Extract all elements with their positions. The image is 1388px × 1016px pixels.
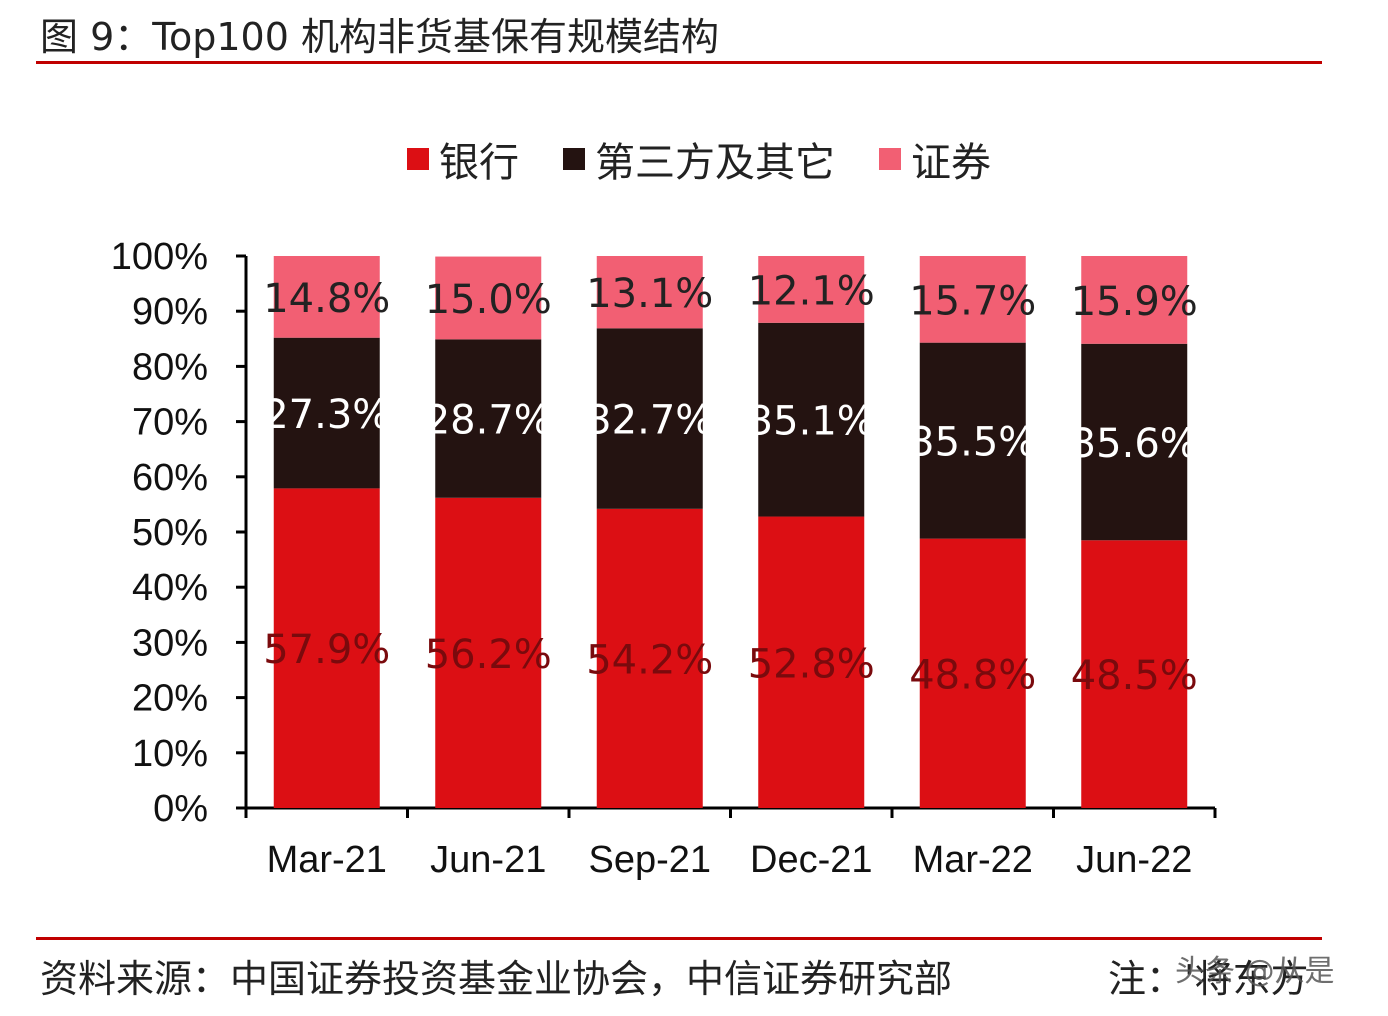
data-label-bank: 48.8% — [909, 652, 1036, 698]
bar-bank — [1081, 540, 1188, 808]
data-label-third-party: 35.6% — [1071, 421, 1198, 467]
chart-legend: 银行 第三方及其它 证券 — [0, 130, 1388, 188]
bar-bank — [273, 488, 380, 808]
y-tick-label: 10% — [132, 733, 208, 775]
bar-bank — [435, 497, 542, 808]
bottom-divider — [36, 937, 1322, 940]
watermark: 头条 @从是 — [1175, 954, 1335, 989]
bar-bank — [596, 508, 703, 808]
data-label-bank: 57.9% — [263, 627, 390, 673]
y-tick-label: 100% — [111, 236, 208, 278]
x-tick-label: Mar-22 — [913, 839, 1033, 881]
data-label-third-party: 28.7% — [425, 398, 552, 444]
bar-securities — [758, 256, 865, 323]
x-tick-label: Jun-21 — [430, 839, 546, 881]
y-tick-label: 50% — [132, 512, 208, 554]
bar-third-party — [1081, 343, 1188, 541]
data-label-securities: 15.0% — [425, 277, 552, 323]
x-tick-label: Sep-21 — [588, 839, 711, 881]
y-tick-label: 70% — [132, 402, 208, 444]
data-label-third-party: 32.7% — [586, 398, 713, 444]
bar-third-party — [435, 339, 542, 498]
data-label-bank: 52.8% — [748, 641, 875, 687]
bar-bank — [758, 516, 865, 808]
data-label-third-party: 35.1% — [748, 399, 875, 445]
bar-securities — [919, 256, 1026, 343]
stacked-bar-chart: 0% 10% 20% 30% 40% 50% 60% 70% 80% 90% 100% 57.9% 27… — [111, 236, 1217, 881]
x-tick-label: Jun-22 — [1076, 839, 1192, 881]
y-tick-label: 0% — [153, 788, 208, 830]
bar-third-party — [273, 337, 380, 489]
x-tick-label: Mar-21 — [267, 839, 387, 881]
data-label-securities: 12.1% — [748, 268, 875, 314]
bar-securities — [596, 256, 703, 329]
bar-third-party — [596, 328, 703, 509]
x-tick-label: Dec-21 — [750, 839, 873, 881]
source-note: 资料来源：中国证券投资基金业协会，中信证券研究部 — [40, 957, 953, 1001]
legend-item-bank: 银行 — [407, 130, 519, 188]
y-tick-label: 80% — [132, 346, 208, 388]
top-divider — [36, 61, 1322, 64]
legend-item-third-party: 第三方及其它 — [563, 130, 835, 188]
legend-item-securities: 证券 — [879, 130, 991, 188]
bar-third-party — [758, 322, 865, 517]
y-tick-label: 60% — [132, 457, 208, 499]
y-tick-label: 20% — [132, 678, 208, 720]
y-tick-label: 90% — [132, 291, 208, 333]
bar-securities — [435, 256, 542, 340]
legend-label-securities: 证券 — [911, 140, 991, 186]
legend-label-bank: 银行 — [439, 140, 519, 186]
page-title: 图 9：Top100 机构非货基保有规模结构 — [40, 15, 719, 59]
bar-securities — [1081, 256, 1188, 344]
bar-third-party — [919, 342, 1026, 539]
data-label-securities: 15.7% — [909, 278, 1036, 324]
footnote: 注：'将东方 — [1108, 957, 1309, 1001]
legend-swatch-securities — [879, 148, 901, 170]
y-tick-label: 40% — [132, 567, 208, 609]
data-label-third-party: 35.5% — [909, 420, 1036, 466]
legend-swatch-bank — [407, 148, 429, 170]
bar-bank — [919, 538, 1026, 808]
data-label-securities: 14.8% — [263, 276, 390, 322]
data-label-bank: 48.5% — [1071, 653, 1198, 699]
data-label-third-party: 27.3% — [263, 392, 390, 438]
data-label-bank: 56.2% — [425, 632, 552, 678]
data-label-securities: 15.9% — [1071, 279, 1198, 325]
data-label-bank: 54.2% — [586, 637, 713, 683]
bar-securities — [273, 256, 380, 338]
legend-swatch-third-party — [563, 148, 585, 170]
y-tick-label: 30% — [132, 622, 208, 664]
legend-label-third-party: 第三方及其它 — [595, 140, 835, 186]
data-label-securities: 13.1% — [586, 271, 713, 317]
